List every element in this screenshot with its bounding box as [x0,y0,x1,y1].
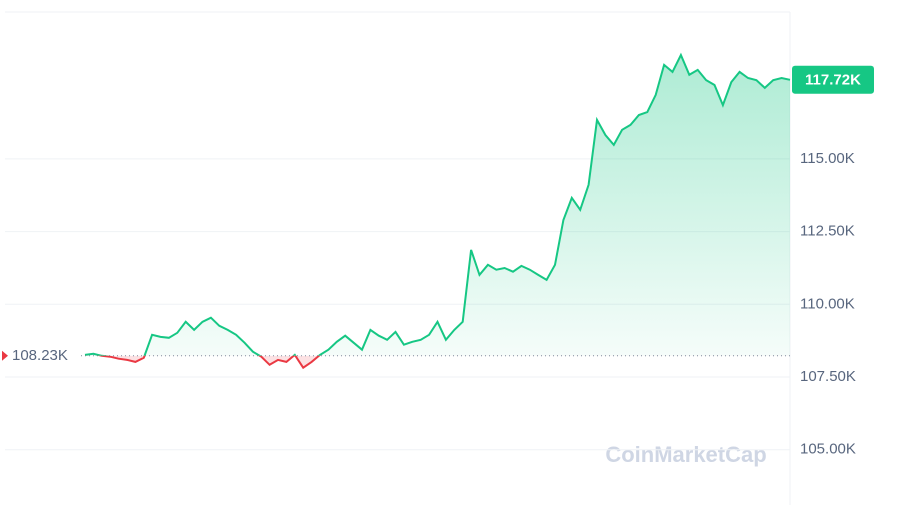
watermark: CoinMarketCap [605,442,766,467]
y-tick-label: 110.00K [800,295,855,312]
y-tick-label: 112.50K [800,223,855,240]
y-tick-label: 105.00K [800,441,856,458]
y-tick-label: 115.00K [800,150,855,167]
baseline-label: 108.23K [12,347,68,364]
price-line-up [84,52,791,356]
y-tick-label: 107.50K [800,368,856,385]
last-price-label: 117.72K [805,72,861,89]
baseline-label-bg [8,345,80,366]
last-price-badge [792,65,874,94]
area-up [85,55,790,356]
baseline-marker [2,350,8,361]
